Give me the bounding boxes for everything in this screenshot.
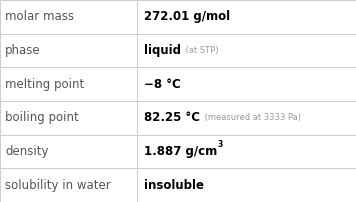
Text: melting point: melting point xyxy=(5,78,85,91)
Text: insoluble: insoluble xyxy=(144,179,204,192)
Text: liquid: liquid xyxy=(144,44,181,57)
Text: density: density xyxy=(5,145,49,158)
Text: 1.887 g/cm: 1.887 g/cm xyxy=(144,145,218,158)
Text: (measured at 3333 Pa): (measured at 3333 Pa) xyxy=(202,113,301,122)
Text: 272.01 g/mol: 272.01 g/mol xyxy=(144,10,230,23)
Text: solubility in water: solubility in water xyxy=(5,179,111,192)
Text: 3: 3 xyxy=(218,140,223,149)
Text: boiling point: boiling point xyxy=(5,111,79,124)
Text: molar mass: molar mass xyxy=(5,10,74,23)
Text: (at STP): (at STP) xyxy=(183,46,219,55)
Text: −8 °C: −8 °C xyxy=(144,78,181,91)
Text: phase: phase xyxy=(5,44,41,57)
Text: 82.25 °C: 82.25 °C xyxy=(144,111,200,124)
